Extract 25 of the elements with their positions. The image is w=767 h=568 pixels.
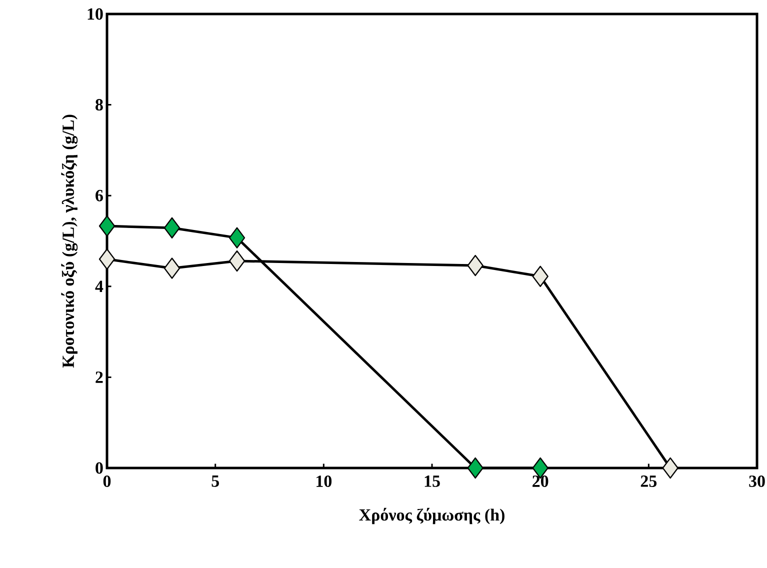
y-tick-label: 4 xyxy=(95,280,104,292)
point xyxy=(467,457,484,479)
point xyxy=(98,248,116,270)
x-tick-label: 25 xyxy=(640,476,657,487)
point xyxy=(662,457,678,479)
point xyxy=(228,227,246,248)
y-tick-label: 0 xyxy=(96,462,103,474)
point xyxy=(98,215,116,237)
x-tick-label: 20 xyxy=(532,476,548,488)
x-tick-label: 0 xyxy=(103,476,111,488)
x-axis-title: Χρόνος ζύμωσης (h) xyxy=(359,508,504,524)
x-tick-label: 15 xyxy=(424,476,440,487)
x-tick-label: 5 xyxy=(212,476,219,487)
point xyxy=(228,250,246,272)
y-tick-label: 2 xyxy=(96,372,103,383)
point xyxy=(164,258,180,279)
x-tick-label: 10 xyxy=(316,476,332,488)
point xyxy=(164,217,180,238)
y-tick-label: 8 xyxy=(96,99,103,111)
point xyxy=(467,254,484,276)
y-axis-title: Κροτονικό οξύ (g/L), γλυκόζη (g/L) xyxy=(61,114,78,368)
x-tick-label: 30 xyxy=(749,476,765,488)
point xyxy=(532,266,548,288)
y-tick-label: 10 xyxy=(88,8,103,20)
y-tick-label: 6 xyxy=(96,190,103,202)
